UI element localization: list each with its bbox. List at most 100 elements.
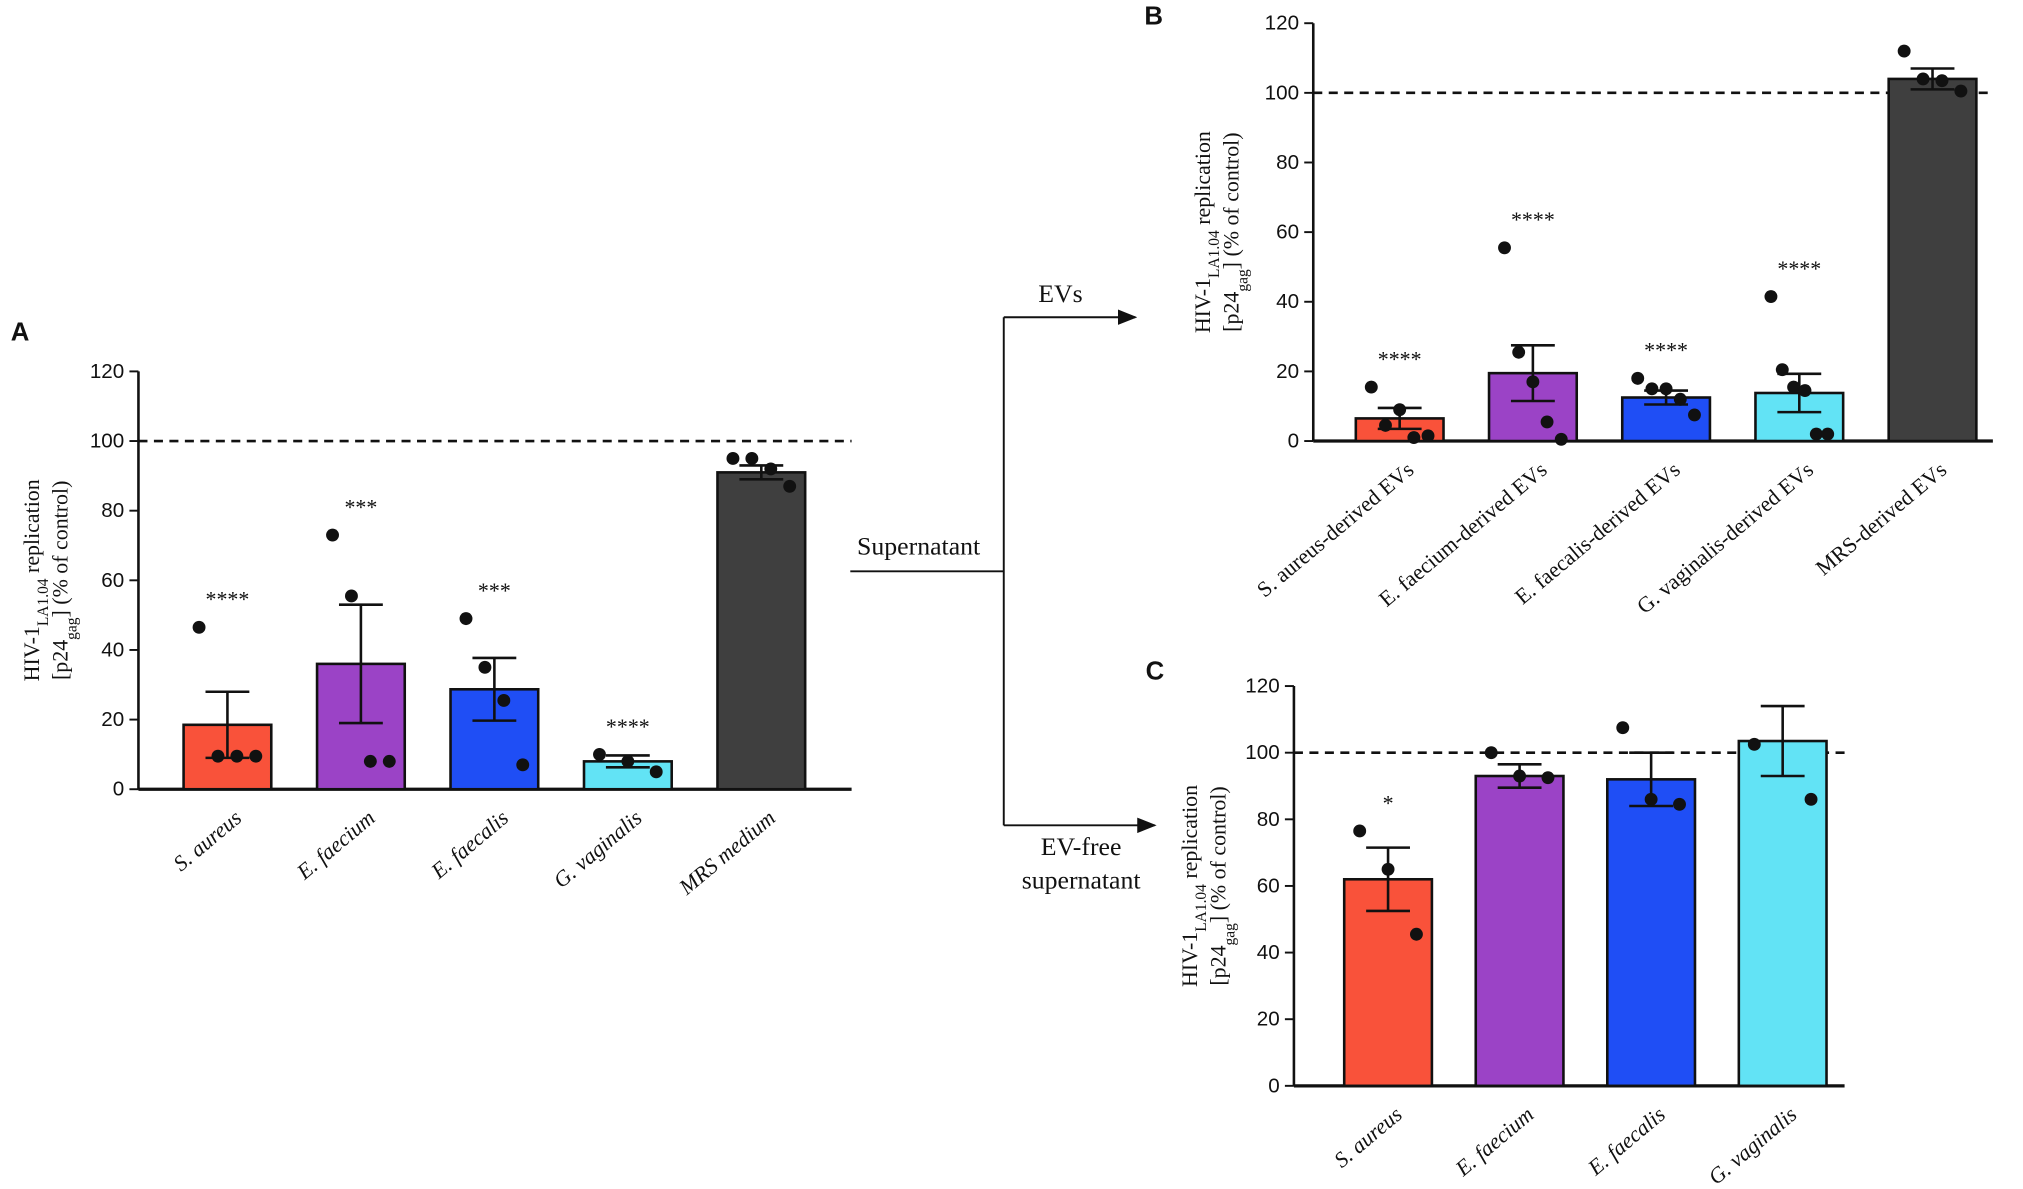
data-point xyxy=(1645,382,1659,396)
y-axis-label-part: LA1.04 xyxy=(1206,230,1223,278)
data-point xyxy=(516,758,530,772)
data-point xyxy=(745,452,759,465)
y-tick-label: 60 xyxy=(1276,221,1299,244)
data-point xyxy=(783,479,797,493)
y-tick-label: 120 xyxy=(90,360,124,383)
error-bar xyxy=(338,603,383,725)
data-point xyxy=(1379,418,1392,432)
bar xyxy=(1342,877,1434,1088)
data-point xyxy=(1421,429,1435,443)
data-point xyxy=(1764,290,1778,303)
data-point xyxy=(1409,927,1423,941)
significance: **** xyxy=(1777,256,1821,281)
x-tick-label: MRS-derived EVs xyxy=(1811,457,1952,581)
y-tick-label: 100 xyxy=(1265,81,1299,104)
data-point xyxy=(1513,769,1527,783)
data-point xyxy=(1821,427,1835,441)
data-point xyxy=(593,747,606,761)
data-point xyxy=(192,620,206,634)
data-point xyxy=(230,749,244,763)
data-point xyxy=(1498,241,1511,255)
panel-label: B xyxy=(1144,3,1163,31)
y-axis-label: HIV-1LA1.04 replication [p24gag] (% of co… xyxy=(1177,785,1238,987)
error-bar xyxy=(1510,343,1555,403)
data-point xyxy=(1688,408,1701,422)
x-tick-label: E. faecalis xyxy=(425,805,513,884)
y-tick-label: 0 xyxy=(1288,429,1299,452)
bar xyxy=(716,471,807,791)
y-axis-label-part: replication xyxy=(19,479,44,578)
x-tick-label: MRS medium xyxy=(673,805,780,900)
y-tick-label: 40 xyxy=(101,638,124,661)
significance: **** xyxy=(1378,346,1422,371)
data-point xyxy=(1659,382,1673,396)
y-tick-label: 40 xyxy=(1257,941,1280,964)
data-point xyxy=(621,754,635,768)
y-tick-label: 40 xyxy=(1276,290,1299,313)
significance: **** xyxy=(1511,207,1555,232)
data-point xyxy=(1541,771,1555,785)
data-point xyxy=(211,749,225,763)
data-point xyxy=(1364,380,1378,394)
data-point xyxy=(478,660,492,674)
data-point xyxy=(764,462,778,476)
significance: **** xyxy=(206,587,250,612)
data-point xyxy=(459,612,473,626)
data-point xyxy=(1673,797,1686,811)
bar xyxy=(1606,778,1697,1088)
y-tick-label: 20 xyxy=(1276,360,1299,383)
data-point xyxy=(1484,746,1498,760)
data-point xyxy=(363,754,377,768)
y-axis-label-part: HIV-1 xyxy=(19,626,44,681)
data-point xyxy=(1804,792,1818,806)
x-tick-label: E. faecium xyxy=(1450,1101,1539,1181)
y-axis-label-part: LA1.04 xyxy=(35,578,52,626)
significance: *** xyxy=(344,494,377,519)
y-tick-label: 20 xyxy=(101,708,124,731)
y-axis-label-part: [p24 xyxy=(1206,945,1231,985)
significance: * xyxy=(1383,790,1394,815)
data-point xyxy=(1381,862,1395,876)
data-point xyxy=(1798,384,1812,397)
y-axis-label-part: gag xyxy=(1234,269,1251,292)
data-point xyxy=(1526,375,1540,389)
y-tick-label: 60 xyxy=(1257,874,1280,897)
data-point xyxy=(1935,74,1949,88)
y-tick-label: 80 xyxy=(101,499,124,522)
x-tick-label: E. faecalis xyxy=(1582,1101,1670,1180)
bar xyxy=(1474,774,1565,1088)
y-axis-label-part: HIV-1 xyxy=(1177,932,1202,987)
y-axis-label: HIV-1LA1.04 replication [p24gag] (% of co… xyxy=(1190,131,1251,333)
y-tick-label: 80 xyxy=(1257,808,1280,831)
y-tick-label: 0 xyxy=(113,778,124,801)
panel-label: C xyxy=(1146,658,1165,686)
data-point xyxy=(1540,415,1554,429)
data-point xyxy=(1954,84,1968,98)
significance: *** xyxy=(478,578,511,603)
data-point xyxy=(726,452,740,465)
data-point xyxy=(1916,72,1930,86)
y-axis-label-part: gag xyxy=(63,617,80,640)
diagram-label: Supernatant xyxy=(857,532,981,561)
data-point xyxy=(249,749,263,763)
x-tick-label: S. aureus xyxy=(1329,1101,1407,1172)
data-point xyxy=(649,765,663,779)
y-tick-label: 60 xyxy=(101,569,124,592)
diagram-label: EVs xyxy=(1038,279,1082,308)
data-point xyxy=(1616,721,1630,735)
data-point xyxy=(1787,380,1801,394)
x-tick-label: E. faecium xyxy=(291,805,380,885)
y-axis-label-part: ] (% of control) xyxy=(48,481,73,618)
y-axis-label-part: [p24 xyxy=(1218,292,1243,332)
data-point xyxy=(1809,427,1823,441)
data-point xyxy=(1393,403,1407,417)
y-axis-label-part: [p24 xyxy=(48,640,73,680)
y-axis-label-part: ] (% of control) xyxy=(1218,132,1243,269)
data-point xyxy=(1407,431,1421,445)
data-point xyxy=(497,693,511,707)
diagram-label: supernatant xyxy=(1022,866,1142,895)
y-tick-label: 100 xyxy=(1245,741,1279,764)
data-point xyxy=(1747,737,1761,751)
x-tick-label: S. aureus xyxy=(168,805,246,876)
